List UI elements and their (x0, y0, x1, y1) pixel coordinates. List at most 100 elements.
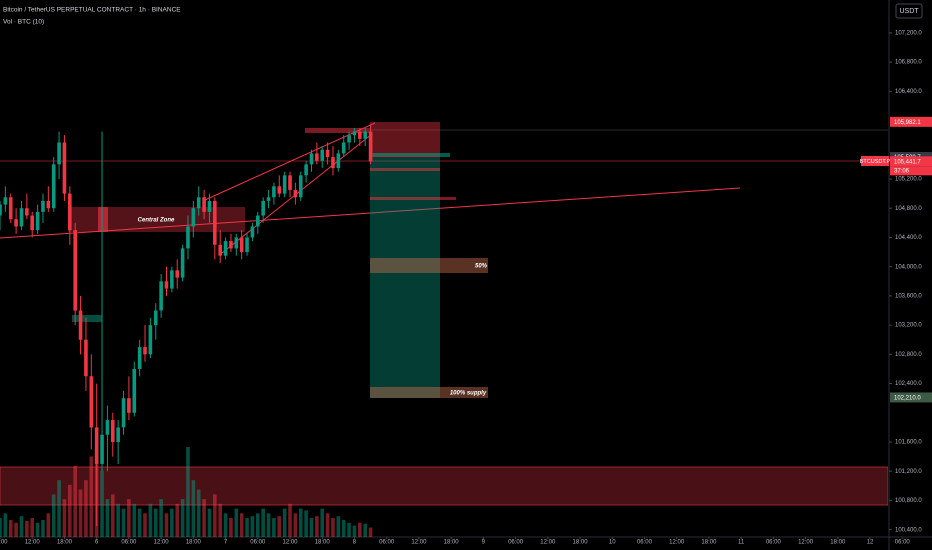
candle-body (78, 310, 83, 340)
volume-bar (164, 513, 169, 537)
central-zone-mark (98, 207, 108, 232)
candle-body (315, 153, 319, 161)
volume-bar (202, 499, 206, 537)
candle-body (363, 131, 367, 139)
x-tick-label: 8 (353, 540, 357, 546)
volume-bar (298, 508, 303, 537)
candle-body (143, 347, 147, 355)
axes: 107,200.0 106,800.0 106,400.0 105,200.0 104,… (0, 30, 922, 546)
candle-body (3, 197, 8, 205)
volume-bar (363, 523, 367, 537)
volume-bar (89, 456, 94, 537)
volume-bar (245, 518, 249, 537)
candle-body (336, 153, 341, 169)
price-label: 105,441.7 (894, 159, 921, 165)
x-tick-label: 06:00 (0, 540, 8, 546)
x-tick-label: 12:00 (798, 540, 814, 546)
chart-subtitle: Vol · BTC (10) (3, 19, 44, 26)
candle-body (105, 420, 110, 435)
candle-body (239, 237, 244, 253)
y-tick-label: 100,400.0 (895, 527, 922, 533)
y-tick-label: 101,200.0 (895, 469, 922, 475)
volume-bar (62, 499, 67, 537)
volume-bar (73, 465, 77, 537)
trend-line (0, 187, 741, 239)
candle-body (202, 197, 206, 212)
minor-zone (370, 197, 456, 200)
volume-bar (57, 480, 61, 537)
candle-body (277, 186, 282, 194)
volume-bar (261, 508, 265, 537)
volume-bar (304, 510, 308, 537)
volume-bar (170, 508, 174, 537)
candle-body (19, 208, 24, 227)
top-zone (305, 128, 370, 133)
candle-body (8, 197, 13, 220)
candle-body (14, 219, 18, 227)
volume-bar (272, 518, 276, 537)
annotation: Central Zone (138, 218, 175, 224)
candle-body (234, 237, 239, 249)
volume-bar (105, 499, 110, 537)
candle-body (245, 237, 249, 253)
volume-bar (320, 508, 325, 537)
volume-bar (293, 513, 298, 537)
x-tick-label: 18:00 (186, 540, 202, 546)
x-tick-label: 12:00 (154, 540, 170, 546)
y-tick-label: 106,800.0 (895, 60, 922, 66)
x-tick-label: 12:00 (411, 540, 427, 546)
price-label-box (890, 392, 932, 403)
volume-bar (121, 508, 126, 537)
candle-body (35, 211, 40, 231)
volume-bar (132, 503, 137, 537)
currency-button[interactable] (895, 3, 923, 19)
wedge-upper (204, 122, 376, 201)
countdown: 37:06 (894, 168, 910, 174)
y-tick-label: 104,000.0 (895, 264, 922, 270)
y-tick-label: 101,600.0 (895, 440, 922, 446)
volume-bar (0, 518, 2, 537)
candle-body (46, 200, 51, 209)
volume-bar (277, 516, 282, 537)
candle-body (30, 215, 35, 231)
currency-label[interactable]: USDT (899, 8, 919, 15)
x-tick-label: 18:00 (830, 540, 846, 546)
candle-body (293, 189, 298, 198)
volume-bar (127, 499, 131, 537)
candle-body (368, 131, 373, 162)
candle-body (255, 215, 260, 227)
x-tick-label: 06:00 (508, 540, 524, 546)
volume-bar (148, 503, 153, 537)
x-tick-label: 12:00 (283, 540, 299, 546)
x-tick-label: 12:00 (540, 540, 556, 546)
candle-body (180, 248, 185, 278)
annotation: 50% (475, 264, 488, 270)
volume-bar (229, 518, 233, 537)
candle-body (170, 270, 174, 289)
volume-bar (100, 470, 104, 537)
candle-body (352, 131, 357, 136)
volume-bar (78, 489, 83, 537)
volume-bar (331, 518, 335, 537)
volume-bar (282, 508, 287, 537)
volume-bar (110, 494, 115, 537)
volume-bar (250, 516, 255, 537)
y-tick-label: 105,200.0 (895, 177, 922, 183)
y-tick-label: 102,800.0 (895, 352, 922, 358)
supply-zone (0, 466, 888, 506)
candles (0, 124, 373, 527)
x-tick-label: 9 (482, 540, 486, 546)
volume-bar (46, 513, 51, 537)
candle-body (223, 241, 228, 256)
small-zone (72, 315, 102, 322)
y-tick-label: 106,400.0 (895, 89, 922, 95)
candle-body (282, 175, 287, 194)
candle-body (309, 153, 314, 165)
candle-body (298, 175, 303, 198)
candle-body (153, 310, 158, 326)
price-label: 105,982.1 (894, 120, 921, 126)
candle-body (266, 197, 271, 201)
candle-body (159, 281, 163, 311)
